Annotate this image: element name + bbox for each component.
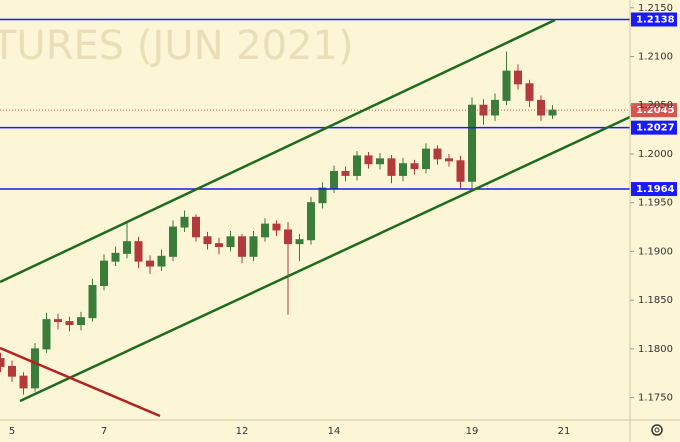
candle-body: [77, 317, 85, 326]
channel-upper: [0, 18, 556, 284]
level-box: [631, 182, 677, 197]
candle-body: [364, 155, 373, 165]
x-tick-label: 14: [328, 426, 341, 437]
candle-body: [261, 223, 269, 238]
candle-body: [88, 285, 97, 319]
candle-body: [456, 160, 465, 182]
candle-body: [422, 148, 430, 170]
candle-body: [341, 171, 350, 176]
candle-body: [157, 255, 166, 267]
level-box: [631, 12, 677, 27]
candle-body: [215, 243, 223, 248]
y-tick-label: 1.2100: [638, 52, 673, 63]
level-label: 1.2138: [636, 14, 675, 25]
y-tick-label: 1.2050: [638, 100, 673, 111]
candle-body: [123, 241, 131, 254]
candle-body: [525, 83, 534, 101]
level-label: 1.2027: [636, 123, 675, 134]
candle-body: [295, 239, 304, 245]
candle-body: [387, 158, 396, 176]
candle-body: [318, 187, 327, 204]
candle-body: [284, 229, 292, 245]
candle-body: [192, 216, 200, 238]
candle-body: [433, 148, 442, 160]
candle-body: [54, 319, 62, 323]
candle-body: [445, 158, 453, 162]
candle-body: [330, 171, 338, 189]
candle-body: [19, 375, 28, 389]
x-tick-label: 7: [101, 426, 107, 437]
y-tick-label: 1.2000: [638, 149, 673, 160]
x-tick-label: 19: [466, 426, 479, 437]
candle-body: [468, 104, 476, 182]
candle-body: [353, 155, 361, 176]
candle-body: [548, 109, 557, 116]
candle-body: [169, 226, 177, 257]
candle-body: [514, 70, 522, 85]
level-label: 1.1964: [636, 184, 675, 195]
channel-lower: [19, 115, 630, 403]
candle-body: [65, 321, 74, 326]
candle-body: [180, 216, 189, 228]
trend-line: [0, 346, 161, 418]
level-box: [631, 120, 677, 135]
candle-body: [146, 260, 154, 267]
x-tick-label: 21: [558, 426, 571, 437]
candle-body: [491, 99, 499, 116]
last-price-box: [631, 103, 677, 118]
candle-body: [226, 236, 235, 248]
candle-body: [249, 236, 258, 257]
y-tick-label: 1.1800: [638, 344, 673, 355]
candle-body: [272, 223, 281, 231]
y-tick-label: 1.2150: [638, 3, 673, 14]
last-price-label: 1.2045: [636, 105, 675, 116]
candle-body: [42, 319, 51, 350]
candle-body: [203, 236, 212, 245]
candle-body: [0, 358, 5, 367]
candle-body: [376, 158, 384, 165]
candle-body: [410, 163, 419, 170]
settings-icon[interactable]: [651, 424, 663, 436]
candle-body: [8, 365, 16, 377]
y-tick-label: 1.1850: [638, 295, 673, 306]
y-tick-label: 1.1900: [638, 246, 673, 257]
candle-body: [111, 252, 120, 262]
y-tick-label: 1.1950: [638, 198, 673, 209]
candle-body: [307, 202, 315, 241]
drawings: [0, 18, 630, 418]
candle-body: [502, 70, 511, 101]
candle-body: [399, 163, 407, 176]
y-tick-label: 1.1750: [638, 393, 673, 404]
candle-body: [134, 241, 143, 262]
candle-body: [537, 99, 545, 116]
candle-body: [238, 236, 246, 257]
candle-body: [100, 260, 108, 287]
candle-body: [31, 348, 39, 389]
watermark: TURES (JUN 2021): [0, 23, 354, 69]
x-tick-label: 12: [236, 426, 249, 437]
x-tick-label: 5: [9, 426, 15, 437]
